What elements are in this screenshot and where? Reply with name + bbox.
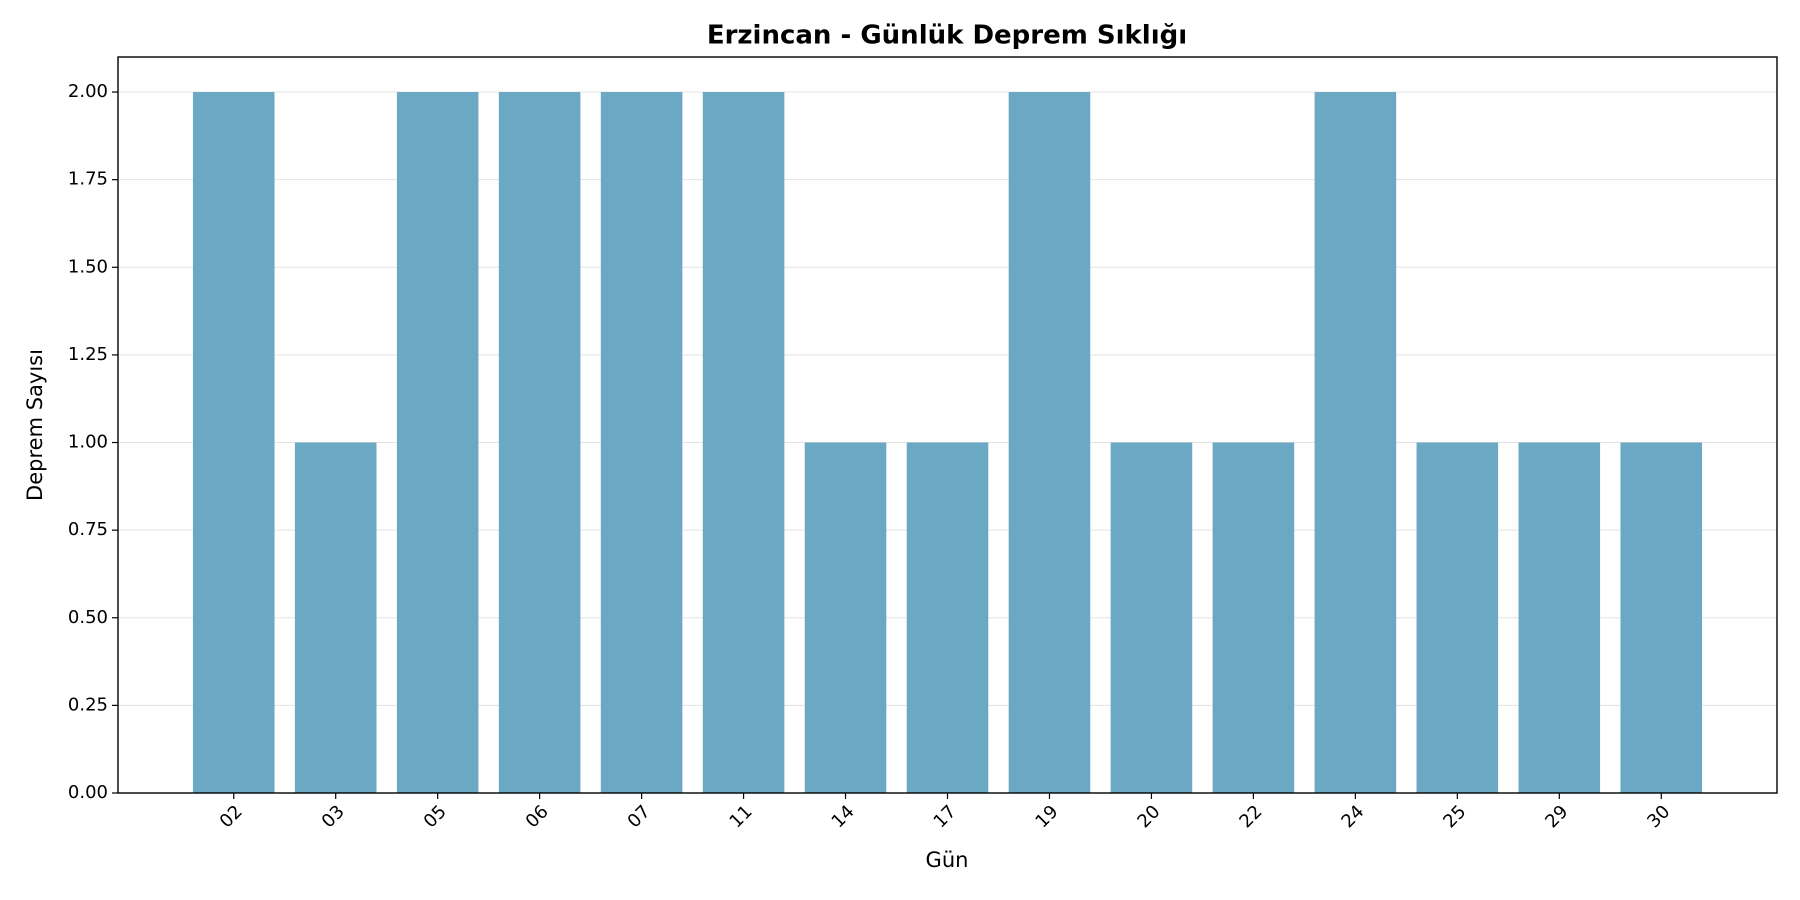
- x-tick-label: 24: [1337, 801, 1368, 832]
- x-axis-label: Gün: [926, 848, 969, 872]
- x-tick-label: 25: [1439, 801, 1470, 832]
- chart-title: Erzincan - Günlük Deprem Sıklığı: [707, 21, 1187, 51]
- bar: [192, 92, 275, 794]
- bar: [1314, 92, 1397, 794]
- plot-frame: [117, 56, 1778, 794]
- bar: [1008, 92, 1091, 794]
- bar: [1518, 442, 1601, 793]
- y-axis-label: Deprem Sayısı: [23, 349, 47, 501]
- y-tick-label: 1.00: [68, 432, 108, 453]
- bar: [906, 442, 989, 793]
- y-tick-label: 1.75: [68, 169, 108, 190]
- bar: [1110, 442, 1193, 793]
- y-tick-label: 1.50: [68, 256, 108, 277]
- y-tick-label: 0.75: [68, 519, 108, 540]
- bar: [600, 92, 683, 794]
- bar: [396, 92, 479, 794]
- x-tick-label: 06: [522, 801, 553, 832]
- x-tick-label: 29: [1541, 801, 1572, 832]
- y-tick-label: 0.00: [68, 782, 108, 803]
- bar: [1212, 442, 1295, 793]
- bar: [1620, 442, 1703, 793]
- x-tick-label: 05: [420, 801, 451, 832]
- x-tick-label: 19: [1031, 801, 1062, 832]
- x-tick-label: 03: [318, 801, 349, 832]
- y-tick-label: 2.00: [68, 81, 108, 102]
- x-tick-label: 30: [1643, 801, 1674, 832]
- bar: [294, 442, 377, 793]
- x-tick-label: 17: [930, 801, 961, 832]
- x-tick-label: 07: [624, 801, 655, 832]
- bar: [804, 442, 887, 793]
- y-tick-label: 1.25: [68, 344, 108, 365]
- bar: [1416, 442, 1499, 793]
- bar: [702, 92, 785, 794]
- x-tick-label: 22: [1235, 801, 1266, 832]
- bar: [498, 92, 581, 794]
- x-tick-label: 11: [726, 801, 757, 832]
- x-tick-label: 02: [216, 801, 247, 832]
- y-tick-label: 0.50: [68, 607, 108, 628]
- x-tick-label: 14: [828, 801, 859, 832]
- x-tick-label: 20: [1133, 801, 1164, 832]
- y-tick-label: 0.25: [68, 694, 108, 715]
